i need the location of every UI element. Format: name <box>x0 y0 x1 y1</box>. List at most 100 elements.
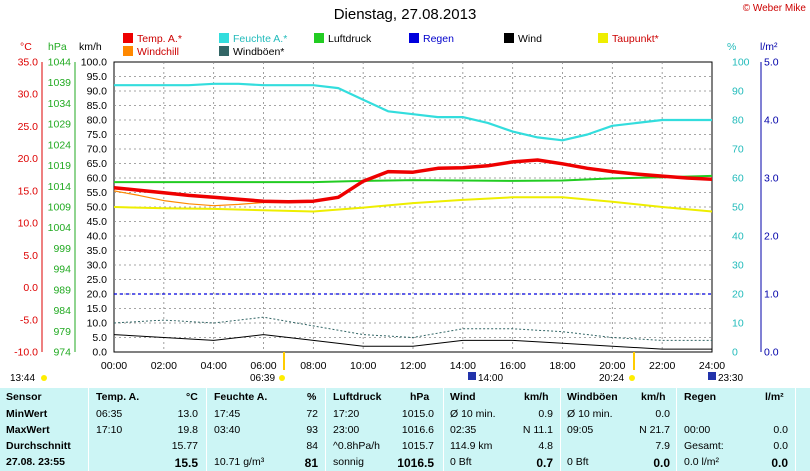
series-line-feuchtea <box>114 82 712 142</box>
chart-title: Dienstag, 27.08.2013 <box>333 6 477 23</box>
temp-tick-label: 30.0 <box>18 89 39 101</box>
press-tick-label: 1044 <box>48 57 72 69</box>
press-time: sonnig <box>333 456 364 468</box>
copyright-label[interactable]: © Weber Mike <box>742 3 806 14</box>
legend-label: Feuchte A.* <box>233 33 287 45</box>
legend-swatch <box>314 33 324 43</box>
wind-tick-label: 35.0 <box>87 245 108 257</box>
hum-time: 03:40 <box>214 424 241 436</box>
legend-swatch <box>409 33 419 43</box>
grid <box>41 61 762 353</box>
x-tick-label: 24:00 <box>699 360 725 372</box>
x-tick-label: 02:00 <box>151 360 177 372</box>
header-temp: Temp. A. <box>96 391 140 403</box>
wind-tick-label: 10.0 <box>87 318 108 330</box>
sun-icon <box>279 375 285 381</box>
temp-tick-label: 0.0 <box>23 282 38 294</box>
series-line-luftdruck <box>114 174 713 184</box>
x-tick-label: 14:00 <box>450 360 476 372</box>
rain-time: Gesamt: <box>684 440 724 452</box>
wind-value: 0.9 <box>538 408 553 420</box>
hum-tick-label: 90 <box>732 86 744 98</box>
x-tick-label: 10:00 <box>350 360 376 372</box>
rain-time: 0.0 l/m² <box>684 456 720 468</box>
x-tick-label: 22:00 <box>649 360 675 372</box>
rain-value: 0.0 <box>773 440 788 452</box>
press-tick-label: 1004 <box>48 222 72 234</box>
rain-tick-label: 2.0 <box>764 231 779 243</box>
axis-labels: 100.095.090.085.080.075.070.065.060.055.… <box>14 41 779 372</box>
hum-tick-label: 100 <box>732 57 750 69</box>
header-press-unit: hPa <box>410 391 430 403</box>
hum-tick-label: 30 <box>732 260 744 272</box>
wind-tick-label: 100.0 <box>81 57 107 69</box>
legend-swatch <box>504 33 514 43</box>
press-tick-label: 984 <box>53 305 71 317</box>
row-label: Durchschnitt <box>6 440 71 452</box>
wind-tick-label: 30.0 <box>87 260 108 272</box>
hum-tick-label: 10 <box>732 318 744 330</box>
temp-tick-label: 20.0 <box>18 153 39 165</box>
header-wind: Wind <box>450 391 476 403</box>
press-tick-label: 1039 <box>48 77 72 89</box>
wind-tick-label: 65.0 <box>87 158 108 170</box>
hum-tick-label: 80 <box>732 115 744 127</box>
press-value: 1016.5 <box>397 456 434 470</box>
rain-tick-label: 3.0 <box>764 173 779 185</box>
temp-value: 15.5 <box>174 456 198 470</box>
hum-tick-label: 50 <box>732 202 744 214</box>
hum-value: 81 <box>304 456 318 470</box>
press-time: 17:20 <box>333 408 360 420</box>
x-tick-label: 06:00 <box>250 360 276 372</box>
hum-tick-label: 40 <box>732 231 744 243</box>
wind-tick-label: 50.0 <box>87 202 108 214</box>
header-sensor: Sensor <box>6 391 42 403</box>
moon-mid-label: 14:00 <box>478 373 503 384</box>
wind-tick-label: 80.0 <box>87 115 108 127</box>
header-press: Luftdruck <box>333 391 382 403</box>
rain-tick-label: 5.0 <box>764 57 779 69</box>
rain-tick-label: 0.0 <box>764 347 779 359</box>
rain-tick-label: 4.0 <box>764 115 779 127</box>
header-rain-unit: l/m² <box>765 391 784 403</box>
hum-value: 72 <box>306 408 318 420</box>
header-hum-unit: % <box>307 391 317 403</box>
header-rain: Regen <box>684 391 717 403</box>
statistics-table: Sensor Temp. A. °C Feuchte A. % Luftdruc… <box>0 388 810 471</box>
gust-value: 0.0 <box>655 408 670 420</box>
press-tick-label: 1019 <box>48 160 72 172</box>
press-tick-label: 999 <box>53 243 71 255</box>
hum-unit-label: % <box>727 41 736 53</box>
gust-value: 7.9 <box>655 440 670 452</box>
wind-unit-label: km/h <box>79 41 102 53</box>
legend: Temp. A.* Feuchte A.* Luftdruck Regen Wind Ta… <box>123 33 659 58</box>
hum-tick-label: 60 <box>732 173 744 185</box>
x-tick-label: 08:00 <box>300 360 326 372</box>
hum-tick-label: 20 <box>732 289 744 301</box>
header-temp-unit: °C <box>186 391 198 403</box>
wind-tick-label: 25.0 <box>87 274 108 286</box>
x-tick-label: 04:00 <box>201 360 227 372</box>
gust-time: 0 Bft <box>567 456 589 468</box>
legend-label: Taupunkt* <box>612 33 659 45</box>
x-tick-label: 12:00 <box>400 360 426 372</box>
sunset-label: 20:24 <box>599 373 624 384</box>
temp-time: 17:10 <box>96 424 123 436</box>
wind-tick-label: 90.0 <box>87 86 108 98</box>
legend-label: Regen <box>423 33 454 45</box>
legend-label: Windchill <box>137 46 179 58</box>
series-line-taupunkt <box>113 196 713 213</box>
x-tick-label: 00:00 <box>101 360 127 372</box>
press-tick-label: 979 <box>53 326 71 338</box>
wind-tick-label: 55.0 <box>87 187 108 199</box>
temp-value: 13.0 <box>177 408 198 420</box>
temp-value: 19.8 <box>177 424 198 436</box>
series-line-windben <box>113 316 712 341</box>
x-tick-label: 16:00 <box>500 360 526 372</box>
press-tick-label: 1024 <box>48 139 72 151</box>
temp-tick-label: 15.0 <box>18 185 39 197</box>
wind-tick-label: 85.0 <box>87 100 108 112</box>
press-tick-label: 994 <box>53 264 71 276</box>
temp-tick-label: -10.0 <box>14 347 38 359</box>
legend-swatch <box>123 46 133 56</box>
